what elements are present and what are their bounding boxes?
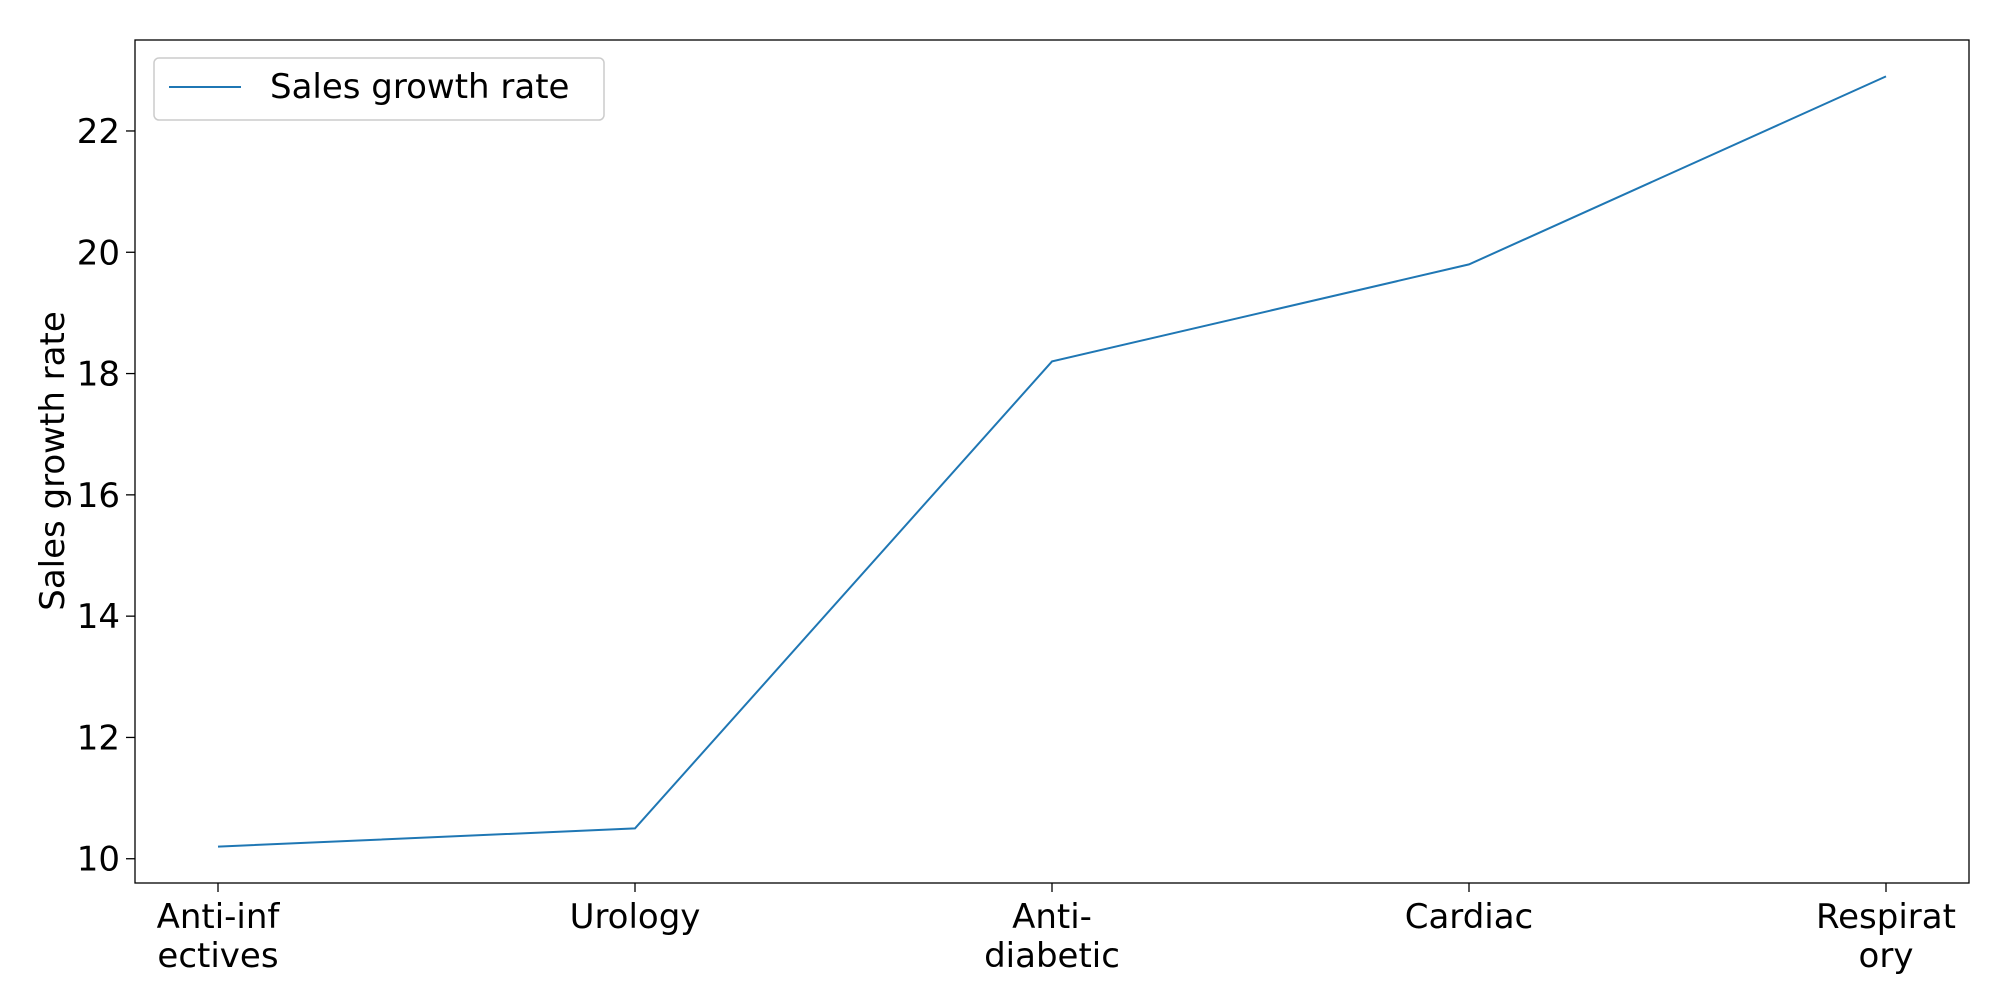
y-axis-label: Sales growth rate (33, 311, 73, 610)
plot-area (134, 39, 1970, 884)
x-tick-label: Urology (570, 897, 701, 937)
x-tick-label: Cardiac (1405, 897, 1534, 937)
legend-box (153, 57, 605, 121)
y-tick-label: 20 (77, 233, 120, 273)
y-tick-label: 14 (77, 597, 120, 637)
y-tick-label: 16 (77, 476, 120, 516)
x-tick-label: Anti-diabetic (984, 897, 1120, 976)
y-tick-label: 22 (77, 112, 120, 152)
y-tick-label: 10 (77, 840, 120, 880)
y-tick-label: 18 (77, 355, 120, 395)
x-axis: Anti-inf ectives Urology Anti-diabetic Cardi… (157, 883, 1956, 976)
series-line (217, 75, 1887, 848)
x-tick-label: Anti-inf ectives (157, 897, 281, 976)
x-tick-label: Respirat ory (1816, 897, 1956, 976)
legend: Sales growth rate (153, 57, 605, 121)
y-tick-label: 12 (77, 718, 120, 758)
y-axis: 10 12 14 16 18 20 22 (77, 112, 135, 880)
legend-label: Sales growth rate (270, 67, 569, 107)
